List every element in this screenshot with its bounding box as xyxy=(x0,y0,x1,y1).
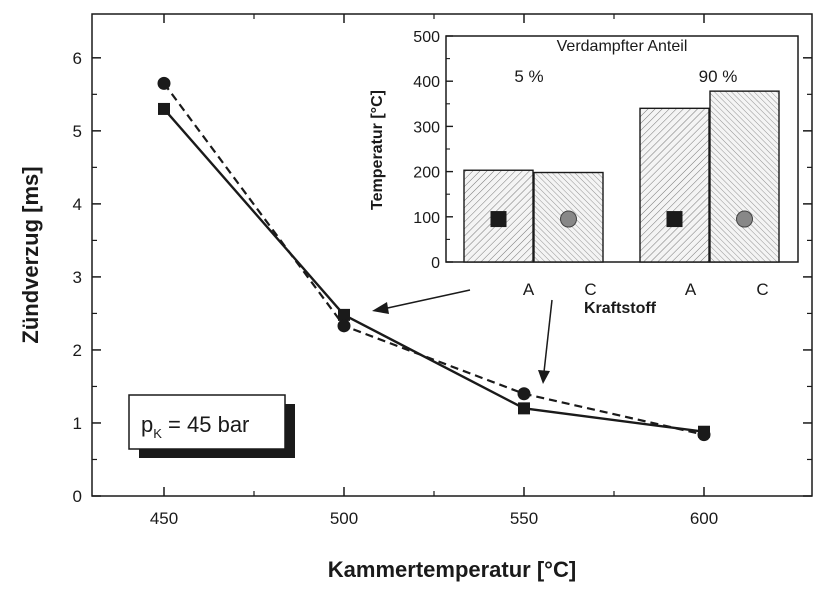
pressure-label: pK = 45 bar xyxy=(141,412,249,441)
pressure-label-box: pK = 45 bar xyxy=(128,394,295,458)
y-tick-label-4: 4 xyxy=(73,195,82,214)
inset-bar-marker-circle-1 xyxy=(560,210,577,228)
x-tick-label-450: 450 xyxy=(150,509,178,528)
x-tick-label-550: 550 xyxy=(510,509,538,528)
y-tick-label-1: 1 xyxy=(73,414,82,433)
pressure-symbol: p xyxy=(141,412,153,437)
point-square-450 xyxy=(158,102,170,115)
y-axis-title: Zündverzug [ms] xyxy=(18,166,43,343)
x-tick-label-600: 600 xyxy=(690,509,718,528)
y-tick-label-6: 6 xyxy=(73,49,82,68)
main-axis-ticks: 450 500 550 600 0 1 2 3 4 5 6 xyxy=(73,14,812,528)
pressure-label-frame xyxy=(128,394,286,450)
inset-y-axis-title: Temperatur [°C] xyxy=(369,90,386,210)
pressure-subscript: K xyxy=(153,426,162,441)
x-axis-title: Kammertemperatur [°C] xyxy=(328,557,576,582)
point-circle-450 xyxy=(157,76,171,90)
inset-y-tick-label-100: 100 xyxy=(413,210,440,227)
point-circle-600 xyxy=(697,428,711,442)
inset-x-axis-title: Kraftstoff xyxy=(584,300,657,317)
pressure-value: = 45 bar xyxy=(162,412,249,437)
y-tick-label-3: 3 xyxy=(73,268,82,287)
inset-title: Verdampfter Anteil xyxy=(557,38,688,55)
inset-axis-ticks: 0 100 200 300 400 500 xyxy=(413,29,453,272)
inset-y-tick-label-200: 200 xyxy=(413,165,440,182)
plot-frame xyxy=(91,13,813,497)
arrow-c xyxy=(543,299,553,373)
point-square-500 xyxy=(338,308,350,321)
inset-bar-2 xyxy=(639,107,710,263)
inset-y-tick-label-0: 0 xyxy=(431,255,440,272)
inset-bar-marker-square-0 xyxy=(490,211,507,228)
arrow-c-head xyxy=(538,370,550,384)
main-series-markers xyxy=(157,76,711,442)
arrow-a xyxy=(382,289,471,310)
annotation-arrows xyxy=(372,289,553,384)
inset-bar-3 xyxy=(709,90,780,263)
inset-group-label-5: 5 % xyxy=(514,67,543,86)
main-series-lines xyxy=(163,82,705,436)
y-tick-label-5: 5 xyxy=(73,122,82,141)
inset-bar-marker-square-2 xyxy=(666,211,683,228)
inset-y-tick-label-400: 400 xyxy=(413,74,440,91)
inset-category-label-0: A xyxy=(523,280,535,299)
point-circle-500 xyxy=(337,319,351,333)
inset-y-tick-label-300: 300 xyxy=(413,119,440,136)
inset-group-label-90: 90 % xyxy=(699,67,738,86)
inset-chart: 0 100 200 300 400 500 A C A C Verdampfter Anteil… xyxy=(369,29,799,317)
series-line-square xyxy=(163,108,705,433)
y-tick-label-2: 2 xyxy=(73,341,82,360)
x-tick-label-500: 500 xyxy=(330,509,358,528)
inset-category-label-1: C xyxy=(584,280,596,299)
point-circle-550 xyxy=(517,387,531,401)
inset-bar-marker-circle-3 xyxy=(736,210,753,228)
inset-category-label-3: C xyxy=(756,280,768,299)
arrow-a-head xyxy=(372,302,389,314)
inset-category-label-2: A xyxy=(685,280,697,299)
inset-y-tick-label-500: 500 xyxy=(413,29,440,46)
series-line-circle xyxy=(163,82,705,436)
point-square-550 xyxy=(518,402,530,415)
y-tick-label-0: 0 xyxy=(73,487,82,506)
